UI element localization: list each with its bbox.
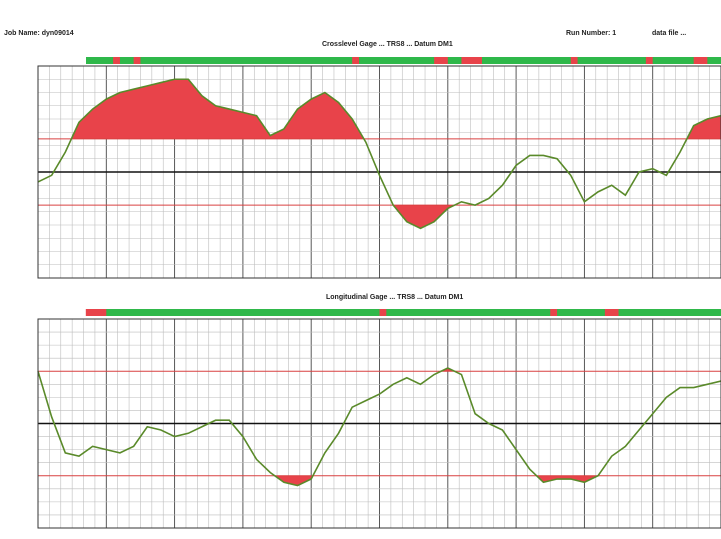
panel-2-status-alert-0 <box>85 309 107 316</box>
panel-2-status-alert-1 <box>379 309 387 316</box>
panel-1-frame <box>37 65 721 279</box>
panel-1-exceedance-area <box>686 115 721 139</box>
panel-2-status-bar <box>86 309 721 316</box>
panel-1-status-alert-7 <box>693 57 708 64</box>
panel-2-status-alert-2 <box>550 309 558 316</box>
panel-1-status-alert-4 <box>461 57 482 64</box>
panel-2-status-alert-3 <box>604 309 619 316</box>
run-number-label: Run Number: 1 <box>566 30 617 37</box>
data-file-label: data file ... <box>652 30 687 37</box>
panel-1-data-line <box>37 78 721 230</box>
panel-1-status-alert-2 <box>352 57 360 64</box>
panel-1-status-alert-0 <box>113 57 120 64</box>
panel-1-status-alert-5 <box>570 57 578 64</box>
job-name-label: Job Name: dyn09014 <box>4 30 74 37</box>
panel-1-status-alert-3 <box>434 57 448 64</box>
panel-2-frame <box>37 318 721 529</box>
panel-2-data-line <box>37 367 721 487</box>
panel-1-exceedance-area <box>71 79 364 139</box>
panel-1-status-bar <box>86 57 721 64</box>
panel-1-exceedance-area <box>393 205 455 229</box>
panel-1-status-alert-6 <box>645 57 653 64</box>
panel-1-status-alert-1 <box>133 57 141 64</box>
panel-2-exceedance-area <box>274 475 313 486</box>
longitudinal-chart-title: Longitudinal Gage ... TRS8 ... Datum DM1 <box>326 294 464 301</box>
crosslevel-chart-title: Crosslevel Gage ... TRS8 ... Datum DM1 <box>322 41 453 48</box>
